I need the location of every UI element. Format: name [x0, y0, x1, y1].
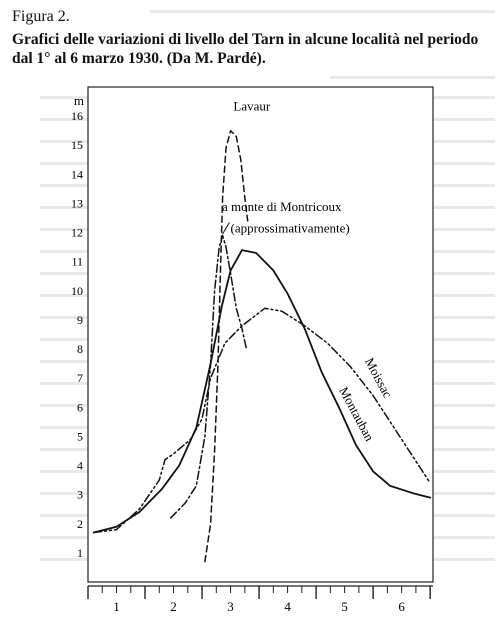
y-axis-label: m: [74, 93, 84, 108]
y-tick-label: 9: [77, 313, 83, 327]
y-tick-label: 4: [77, 459, 83, 473]
y-tick-label: 13: [71, 196, 83, 210]
x-tick-label: 1: [113, 599, 120, 614]
line-label: (approssimativamente): [231, 221, 350, 236]
series-line-lavaur: [204, 129, 249, 563]
x-tick-label: 6: [398, 599, 405, 614]
series-line-moissac: [92, 307, 431, 534]
montricoux-leader-line: [222, 222, 230, 235]
y-tick-label: 11: [71, 255, 83, 269]
y-tick-label: 6: [77, 400, 83, 414]
series-line-montauban: [92, 249, 431, 534]
x-tick-label: 5: [341, 599, 348, 614]
y-tick-label: 1: [77, 546, 83, 560]
y-tick-label: 16: [71, 109, 83, 123]
figure-label: Figura 2.: [12, 8, 70, 25]
figure-caption: Grafici delle variazioni di livello del …: [12, 31, 479, 67]
x-tick-label: 4: [284, 599, 291, 614]
series-lines: [92, 129, 431, 563]
y-tick-label: 3: [77, 488, 83, 502]
x-tick-label: 2: [170, 599, 177, 614]
y-tick-label: 7: [77, 371, 83, 385]
y-tick-label: 14: [71, 167, 83, 181]
series-line-a-monte-di-montricoux-approssimativamente: [169, 234, 248, 519]
y-tick-label: 10: [71, 284, 83, 298]
line-label: Lavaur: [233, 98, 270, 113]
y-tick-label: 8: [77, 342, 83, 356]
y-tick-label: 2: [77, 517, 83, 531]
x-tick-label: 3: [227, 599, 234, 614]
y-tick-label: 12: [71, 226, 83, 240]
y-tick-label: 5: [77, 429, 83, 443]
y-tick-label: 15: [71, 138, 83, 152]
line-label: a monte di Montricoux: [222, 199, 342, 214]
